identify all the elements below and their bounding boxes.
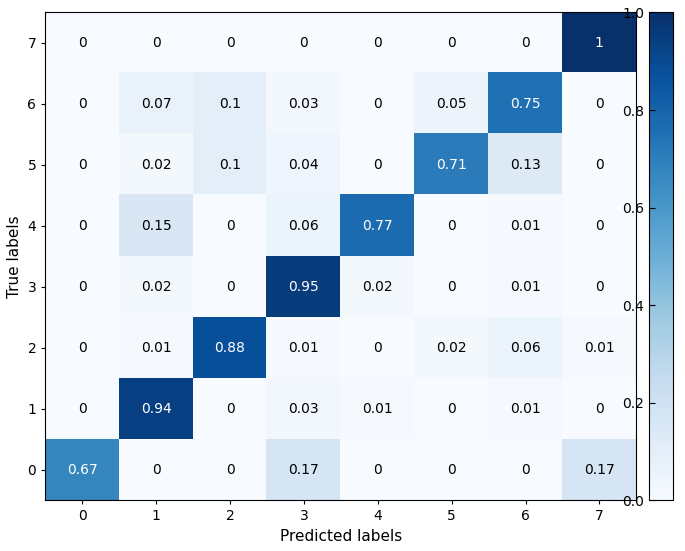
Text: 0: 0	[373, 158, 382, 172]
Text: 0.77: 0.77	[362, 219, 393, 233]
Text: 0.01: 0.01	[510, 219, 541, 233]
Text: 0: 0	[373, 97, 382, 111]
Text: 0: 0	[373, 341, 382, 355]
Text: 0.95: 0.95	[288, 280, 319, 294]
Text: 0.01: 0.01	[510, 280, 541, 294]
Text: 0: 0	[447, 463, 456, 477]
Text: 0: 0	[595, 219, 603, 233]
Text: 0: 0	[373, 463, 382, 477]
Text: 0.01: 0.01	[141, 341, 171, 355]
Text: 0.88: 0.88	[214, 341, 245, 355]
Text: 0.02: 0.02	[362, 280, 393, 294]
Text: 0.94: 0.94	[141, 402, 171, 416]
Y-axis label: True labels: True labels	[7, 215, 22, 298]
Text: 0.15: 0.15	[141, 219, 171, 233]
Text: 0.67: 0.67	[67, 463, 98, 477]
Text: 0: 0	[78, 219, 87, 233]
Text: 0.1: 0.1	[219, 158, 241, 172]
Text: 0: 0	[78, 341, 87, 355]
Text: 0.02: 0.02	[436, 341, 467, 355]
Text: 0: 0	[78, 280, 87, 294]
Text: 0: 0	[595, 97, 603, 111]
Text: 0.04: 0.04	[288, 158, 319, 172]
Text: 0.01: 0.01	[584, 341, 614, 355]
Text: 0: 0	[595, 402, 603, 416]
Text: 0.06: 0.06	[288, 219, 319, 233]
Text: 0: 0	[78, 402, 87, 416]
Text: 0: 0	[373, 36, 382, 50]
Text: 0: 0	[447, 219, 456, 233]
Text: 0.06: 0.06	[510, 341, 541, 355]
Text: 0.1: 0.1	[219, 97, 241, 111]
Text: 0.01: 0.01	[362, 402, 393, 416]
Text: 0.01: 0.01	[510, 402, 541, 416]
Text: 0.07: 0.07	[141, 97, 171, 111]
Text: 0: 0	[225, 463, 234, 477]
Text: 0: 0	[521, 36, 530, 50]
Text: 0: 0	[225, 36, 234, 50]
Text: 0: 0	[152, 36, 160, 50]
Text: 0.17: 0.17	[288, 463, 319, 477]
Text: 0: 0	[299, 36, 308, 50]
Text: 0: 0	[447, 36, 456, 50]
Text: 0.05: 0.05	[436, 97, 467, 111]
Text: 0: 0	[521, 463, 530, 477]
Text: 0.71: 0.71	[436, 158, 467, 172]
Text: 0.75: 0.75	[510, 97, 541, 111]
Text: 0: 0	[78, 36, 87, 50]
Text: 0: 0	[447, 280, 456, 294]
X-axis label: Predicted labels: Predicted labels	[279, 529, 402, 544]
Text: 1: 1	[595, 36, 603, 50]
Text: 0.03: 0.03	[288, 402, 319, 416]
Text: 0: 0	[78, 97, 87, 111]
Text: 0.02: 0.02	[141, 280, 171, 294]
Text: 0: 0	[78, 158, 87, 172]
Text: 0: 0	[225, 219, 234, 233]
Text: 0.02: 0.02	[141, 158, 171, 172]
Text: 0.17: 0.17	[584, 463, 614, 477]
Text: 0.03: 0.03	[288, 97, 319, 111]
Text: 0: 0	[225, 402, 234, 416]
Text: 0: 0	[595, 280, 603, 294]
Text: 0.01: 0.01	[288, 341, 319, 355]
Text: 0: 0	[447, 402, 456, 416]
Text: 0: 0	[225, 280, 234, 294]
Text: 0: 0	[152, 463, 160, 477]
Text: 0.13: 0.13	[510, 158, 541, 172]
Text: 0: 0	[595, 158, 603, 172]
